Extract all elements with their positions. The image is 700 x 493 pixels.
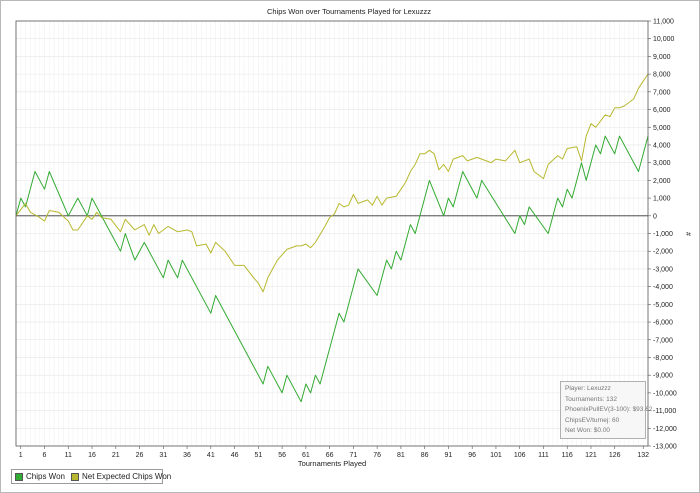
- y-tick-label: -9,000: [653, 373, 673, 380]
- x-tick-label: 56: [278, 452, 286, 459]
- y-tick-label: 3,000: [653, 160, 671, 167]
- info-chips-ev: ChipsEV/turnej: 60: [565, 416, 620, 424]
- axes: 11,00010,0009,0008,0007,0006,0005,0004,0…: [15, 19, 677, 459]
- x-tick-label: 116: [562, 452, 573, 459]
- y-tick-label: -10,000: [653, 390, 677, 397]
- series-line-chips-won: [15, 135, 649, 403]
- player-info-box: Player: Lexuzzz Tournaments: 132 Phoenix…: [560, 381, 653, 439]
- chart-legend: Chips Won Net Expected Chips Won: [11, 469, 171, 484]
- info-tournaments: Tournaments: 132: [565, 395, 618, 403]
- info-net-won: Net Won: $0.00: [565, 427, 611, 435]
- legend-label-chips-won: Chips Won: [26, 472, 65, 481]
- x-axis-label: Tournaments Played: [298, 459, 366, 468]
- x-tick-label: 41: [207, 452, 215, 459]
- y-tick-label: 9,000: [653, 54, 671, 61]
- y-tick-label: 11,000: [653, 19, 674, 26]
- y-tick-label: -6,000: [653, 320, 673, 327]
- x-tick-label: 36: [183, 452, 191, 459]
- x-tick-label: 26: [136, 452, 144, 459]
- y-tick-label: -2,000: [653, 249, 673, 256]
- x-tick-label: 101: [490, 452, 502, 459]
- legend-label-net-expected: Net Expected Chips Won: [81, 472, 172, 481]
- y-tick-label: 5,000: [653, 125, 671, 132]
- y-tick-label: 10,000: [653, 36, 675, 43]
- x-tick-label: 51: [254, 452, 262, 459]
- x-tick-label: 86: [421, 452, 429, 459]
- x-tick-label: 121: [585, 452, 597, 459]
- x-tick-label: 1: [19, 452, 23, 459]
- series-line-net-expected: [15, 73, 649, 293]
- y-tick-label: 4,000: [653, 142, 671, 149]
- y-tick-label: -7,000: [653, 337, 673, 344]
- x-tick-label: 76: [373, 452, 381, 459]
- x-tick-label: 81: [397, 452, 405, 459]
- grid: [16, 20, 648, 447]
- plot-area: [15, 73, 649, 403]
- y-tick-label: 1,000: [653, 196, 671, 203]
- y-tick-label: -3,000: [653, 266, 673, 273]
- x-tick-label: 132: [637, 452, 649, 459]
- y-tick-label: 8,000: [653, 72, 671, 79]
- chart-title: Chips Won over Tournaments Played for Le…: [267, 7, 431, 16]
- y-tick-label: 6,000: [653, 107, 671, 114]
- y-tick-label: 0: [653, 213, 657, 220]
- y-tick-label: -8,000: [653, 355, 673, 362]
- x-tick-label: 71: [349, 452, 357, 459]
- x-tick-label: 126: [609, 452, 621, 459]
- info-phoenix-ev: PhoenixPullEV(3-100): $93.62: [565, 406, 653, 414]
- y-tick-label: -1,000: [653, 231, 673, 238]
- y-tick-label: -12,000: [653, 426, 677, 433]
- x-tick-label: 91: [445, 452, 453, 459]
- x-tick-label: 61: [302, 452, 310, 459]
- y-tick-label: 2,000: [653, 178, 671, 185]
- x-tick-label: 16: [88, 452, 96, 459]
- x-tick-label: 46: [231, 452, 239, 459]
- y-tick-label: -5,000: [653, 302, 673, 309]
- y-tick-label: -11,000: [653, 408, 676, 415]
- x-tick-label: 11: [65, 452, 72, 459]
- info-player: Player: Lexuzzz: [565, 385, 611, 392]
- x-tick-label: 106: [514, 452, 526, 459]
- y-tick-label: 7,000: [653, 89, 671, 96]
- x-tick-label: 66: [326, 452, 334, 459]
- x-tick-label: 21: [112, 452, 120, 459]
- y-tick-label: -13,000: [653, 444, 677, 451]
- x-tick-label: 111: [538, 452, 549, 459]
- y-tick-label: -4,000: [653, 284, 673, 291]
- x-tick-label: 6: [43, 452, 47, 459]
- x-tick-label: 96: [468, 452, 476, 459]
- legend-swatch-net-expected: [70, 472, 79, 481]
- legend-item-net-expected: Net Expected Chips Won: [70, 472, 172, 481]
- legend-item-chips-won: Chips Won: [15, 472, 65, 481]
- x-tick-label: 31: [159, 452, 167, 459]
- y-axis-label: #: [684, 232, 691, 236]
- legend-swatch-chips-won: [15, 472, 23, 481]
